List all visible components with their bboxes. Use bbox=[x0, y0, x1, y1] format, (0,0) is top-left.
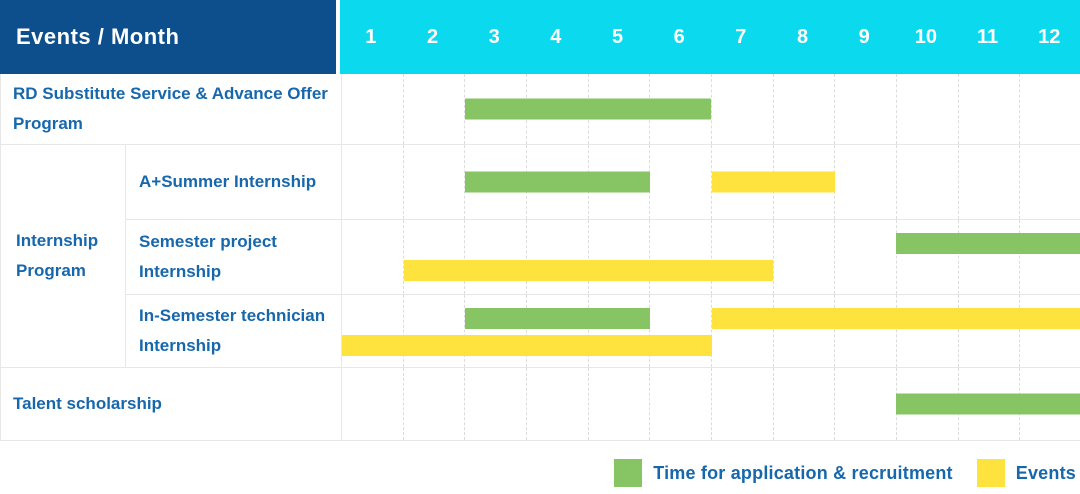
month-gridline bbox=[896, 74, 958, 144]
month-gridline bbox=[957, 145, 1020, 219]
month-gridline bbox=[587, 220, 650, 294]
month-label: 3 bbox=[488, 25, 500, 48]
chart-row-in-semester-technician-internship bbox=[341, 295, 1080, 368]
month-gridline bbox=[1019, 145, 1080, 219]
month-gridline bbox=[772, 220, 835, 294]
month-gridline bbox=[342, 295, 403, 367]
application-legend-swatch bbox=[614, 459, 643, 487]
event-bar bbox=[403, 260, 774, 281]
month-gridline bbox=[464, 368, 526, 440]
chart-row-rd-substitute-service bbox=[341, 74, 1080, 145]
month-gridline bbox=[342, 368, 403, 440]
month-gridline bbox=[649, 145, 711, 219]
chart-row-semester-project-internship bbox=[341, 220, 1080, 295]
application-recruitment-bar bbox=[896, 233, 1080, 254]
month-gridline bbox=[402, 145, 465, 219]
month-gridline bbox=[464, 295, 526, 367]
month-label: 7 bbox=[735, 25, 747, 48]
month-label: 2 bbox=[426, 25, 439, 48]
event-bar bbox=[711, 308, 1080, 329]
month-gridline bbox=[649, 368, 711, 440]
events-month-header-cell: Events / Month bbox=[0, 0, 336, 74]
month-gridline bbox=[464, 145, 526, 219]
event-legend-label: Events bbox=[1015, 462, 1076, 483]
month-gridline bbox=[711, 368, 773, 440]
event-bar bbox=[342, 335, 712, 356]
month-gridline bbox=[526, 295, 588, 367]
month-gridline bbox=[1019, 74, 1080, 144]
month-label: 12 bbox=[1038, 25, 1061, 48]
month-gridline bbox=[342, 220, 403, 294]
month-gridline bbox=[711, 74, 773, 144]
application-recruitment-bar bbox=[896, 393, 1080, 415]
month-gridline bbox=[834, 368, 896, 440]
application-recruitment-bar bbox=[465, 98, 712, 120]
month-gridline bbox=[711, 295, 773, 367]
month-gridline bbox=[1019, 220, 1080, 294]
month-gridline bbox=[772, 74, 835, 144]
month-label: 10 bbox=[914, 25, 937, 48]
event-legend-swatch bbox=[976, 459, 1005, 487]
month-gridline bbox=[834, 74, 896, 144]
group-label-internship-program: Internship Program bbox=[1, 145, 125, 368]
month-gridline bbox=[402, 74, 465, 144]
month-gridline bbox=[896, 220, 958, 294]
month-label: 1 bbox=[365, 25, 377, 48]
month-label: 5 bbox=[611, 25, 624, 48]
month-gridline bbox=[649, 220, 711, 294]
month-gridline bbox=[896, 145, 958, 219]
month-gridline bbox=[834, 220, 896, 294]
row-label-in-semester-technician-internship: In-Semester technician Internship bbox=[125, 295, 341, 368]
month-gridline bbox=[957, 295, 1020, 367]
application-legend-label: Time for application & recruitment bbox=[653, 462, 953, 483]
month-gridline bbox=[587, 295, 650, 367]
month-gridline bbox=[772, 368, 835, 440]
row-label-rd-substitute-service: RD Substitute Service & Advance Offer Pr… bbox=[1, 74, 341, 145]
month-gridline bbox=[957, 220, 1020, 294]
month-gridline bbox=[342, 74, 403, 144]
month-gridline bbox=[342, 145, 403, 219]
month-label: 6 bbox=[673, 25, 685, 48]
table-body: RD Substitute Service & Advance Offer Pr… bbox=[0, 74, 1080, 441]
month-gridline bbox=[526, 220, 588, 294]
month-gridline bbox=[772, 295, 835, 367]
legend: Time for application & recruitment Event… bbox=[614, 458, 1076, 488]
month-gridline bbox=[526, 368, 588, 440]
month-gridline bbox=[402, 295, 465, 367]
chart-row-a-plus-summer-internship bbox=[341, 145, 1080, 220]
month-gridline bbox=[402, 220, 465, 294]
month-gridline bbox=[649, 295, 711, 367]
chart-row-talent-scholarship bbox=[341, 368, 1080, 441]
month-gridline bbox=[957, 74, 1020, 144]
month-gridline bbox=[464, 220, 526, 294]
table-header-row: Events / Month 1 2 3 4 5 6 7 8 9 10 11 12 bbox=[0, 0, 1080, 74]
month-gridline bbox=[896, 295, 958, 367]
row-label-semester-project-internship: Semester project Internship bbox=[125, 220, 341, 295]
row-label-a-plus-summer-internship: A+Summer Internship bbox=[125, 145, 341, 220]
event-bar bbox=[711, 171, 835, 193]
row-label-talent-scholarship: Talent scholarship bbox=[1, 368, 341, 441]
month-gridline bbox=[834, 295, 896, 367]
legend-item-events: Events bbox=[976, 459, 1076, 487]
month-gridline bbox=[464, 74, 526, 144]
month-label: 4 bbox=[550, 25, 562, 48]
application-recruitment-bar bbox=[465, 308, 650, 329]
month-gridline bbox=[402, 368, 465, 440]
month-gridline bbox=[834, 145, 896, 219]
month-gridline bbox=[711, 220, 773, 294]
months-row: 1 2 3 4 5 6 7 8 9 10 11 12 bbox=[340, 0, 1080, 74]
month-label: 11 bbox=[976, 25, 999, 48]
legend-item-application: Time for application & recruitment bbox=[614, 459, 953, 487]
month-gridline bbox=[1019, 295, 1080, 367]
month-label: 8 bbox=[796, 25, 809, 48]
month-label: 9 bbox=[858, 25, 870, 48]
month-gridline bbox=[587, 368, 650, 440]
application-recruitment-bar bbox=[465, 171, 650, 193]
